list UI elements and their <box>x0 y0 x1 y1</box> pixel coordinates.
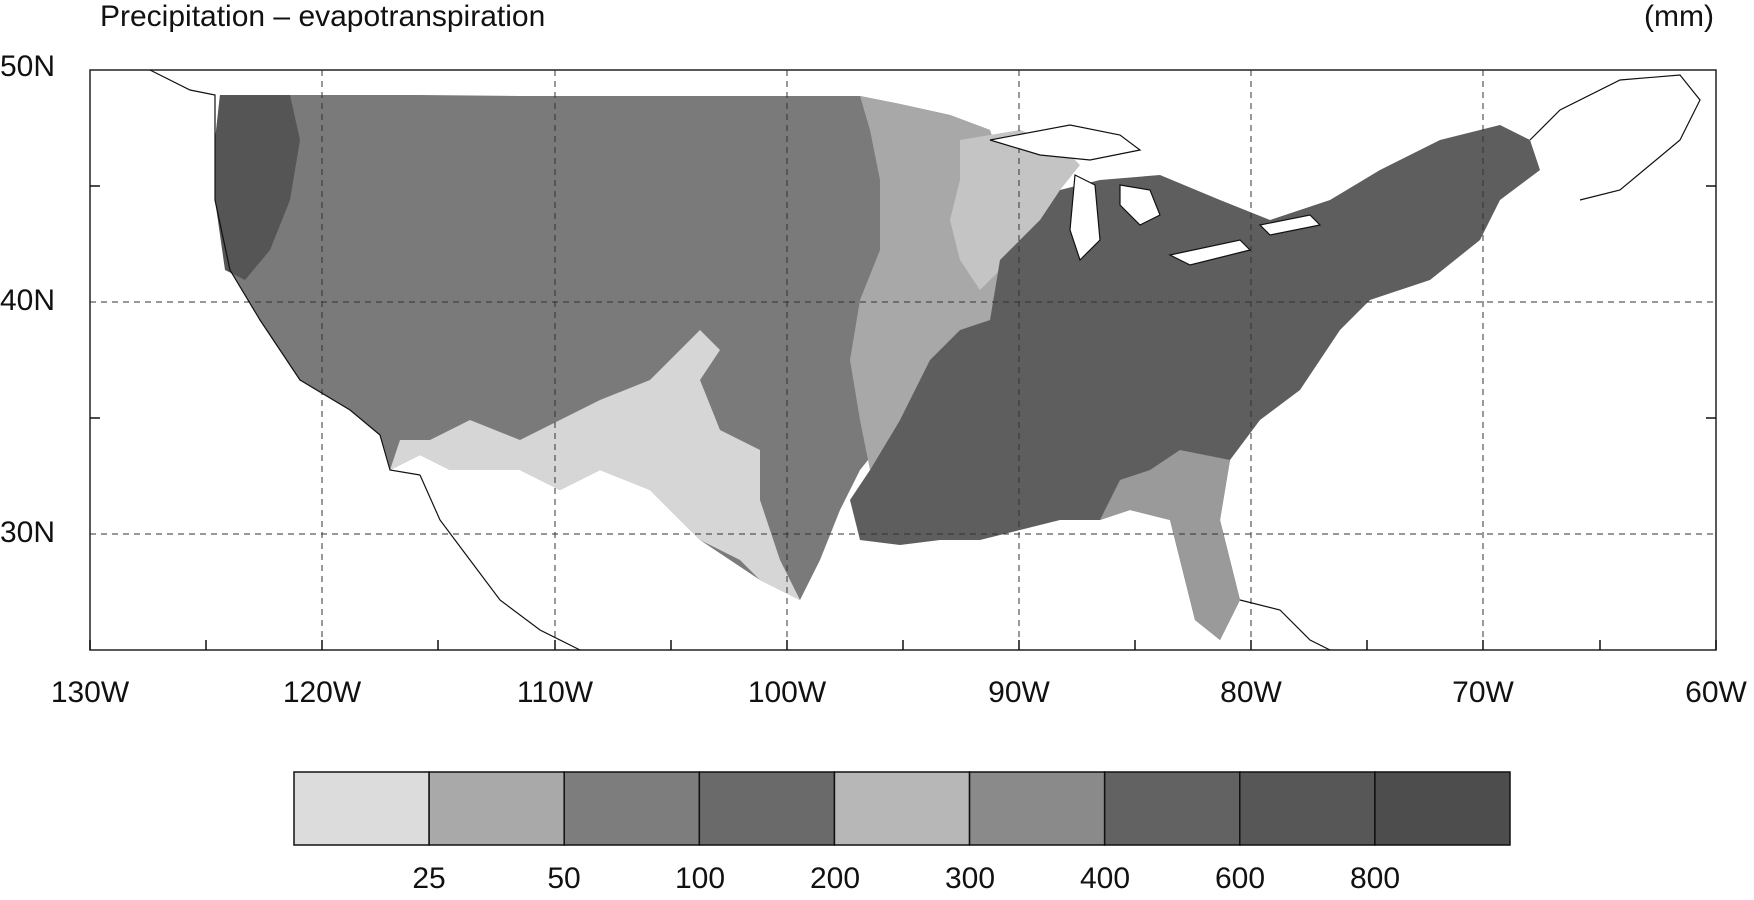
colorbar-label-25: 25 <box>412 862 446 895</box>
lat-label-30n: 30N <box>0 516 56 549</box>
great-lakes <box>989 124 1322 266</box>
colorbar-box <box>1103 771 1241 846</box>
colorbar-label-200: 200 <box>809 862 861 895</box>
colorbar-label-50: 50 <box>547 862 581 895</box>
lon-label-60w: 60W <box>1685 676 1747 709</box>
lat-label-40n: 40N <box>0 284 56 317</box>
colorbar-label-100: 100 <box>674 862 726 895</box>
colorbar-box <box>698 771 836 846</box>
lon-label-110w: 110W <box>516 676 594 709</box>
precip-region-upper-midwest <box>950 130 1080 290</box>
graticule <box>90 70 1716 650</box>
colorbar-box <box>563 771 701 846</box>
colorbar-label-300: 300 <box>944 862 996 895</box>
colorbar-box <box>833 771 971 846</box>
lon-label-120w: 120W <box>282 676 362 709</box>
lat-label-50n: 50N <box>0 50 56 83</box>
colorbar-box <box>428 771 565 846</box>
precip-region-east <box>850 125 1540 640</box>
precip-region-west <box>215 95 1000 600</box>
colorbar-box <box>1374 771 1511 846</box>
colorbar-box <box>968 771 1106 846</box>
colorbar-label-400: 400 <box>1079 862 1131 895</box>
us-precip-field <box>215 95 1540 640</box>
colorbar <box>293 771 1511 846</box>
lon-label-70w: 70W <box>1452 676 1514 709</box>
colorbar-label-800: 800 <box>1349 862 1401 895</box>
ticks <box>89 185 1717 650</box>
lon-label-90w: 90W <box>988 676 1050 709</box>
lon-label-80w: 80W <box>1220 676 1282 709</box>
colorbar-box <box>1239 771 1376 846</box>
units-label: (mm) <box>1644 0 1714 33</box>
lon-label-130w: 130W <box>50 676 130 709</box>
precip-region-pacific-northwest <box>215 95 300 280</box>
coastlines <box>149 69 1701 651</box>
precip-region-southwest-dry <box>390 330 800 600</box>
map-title: Precipitation – evapotranspiration <box>100 0 546 33</box>
precip-region-southeast-moist <box>1100 450 1240 640</box>
colorbar-label-600: 600 <box>1214 862 1266 895</box>
lon-label-100w: 100W <box>747 676 827 709</box>
colorbar-box <box>293 771 430 846</box>
